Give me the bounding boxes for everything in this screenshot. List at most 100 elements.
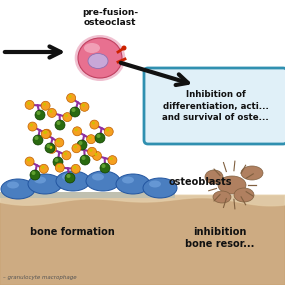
Ellipse shape: [88, 54, 108, 68]
Ellipse shape: [1, 179, 35, 199]
Circle shape: [104, 127, 113, 136]
Ellipse shape: [62, 174, 74, 180]
Circle shape: [65, 114, 68, 117]
Circle shape: [56, 121, 60, 125]
Circle shape: [41, 130, 50, 139]
Circle shape: [57, 140, 60, 142]
Circle shape: [63, 113, 72, 122]
Circle shape: [39, 164, 48, 173]
Circle shape: [27, 158, 30, 162]
Circle shape: [82, 156, 86, 160]
Circle shape: [25, 157, 34, 166]
Ellipse shape: [234, 188, 254, 202]
Circle shape: [36, 111, 40, 115]
Circle shape: [43, 103, 46, 106]
Circle shape: [45, 143, 55, 153]
FancyBboxPatch shape: [144, 68, 285, 144]
Circle shape: [30, 124, 33, 127]
Circle shape: [30, 170, 40, 180]
Circle shape: [108, 156, 117, 165]
Circle shape: [67, 93, 76, 103]
Circle shape: [65, 173, 75, 183]
Circle shape: [49, 110, 52, 113]
Bar: [0, 195, 285, 285]
Circle shape: [55, 120, 65, 130]
Ellipse shape: [28, 174, 62, 194]
Circle shape: [69, 95, 72, 98]
Text: – granulocyte macrophage: – granulocyte macrophage: [3, 275, 77, 280]
Circle shape: [62, 151, 71, 160]
Text: bone formation: bone formation: [30, 227, 115, 237]
Circle shape: [66, 174, 70, 178]
Text: Inhibition of
differentiation, acti...
and survival of oste...: Inhibition of differentiation, acti... a…: [162, 90, 269, 122]
Ellipse shape: [205, 170, 223, 184]
Circle shape: [43, 131, 46, 134]
Circle shape: [54, 158, 58, 162]
Circle shape: [80, 102, 89, 111]
Circle shape: [64, 152, 67, 155]
Circle shape: [28, 122, 37, 131]
Circle shape: [72, 108, 76, 112]
Circle shape: [72, 144, 81, 153]
Circle shape: [121, 46, 127, 50]
Ellipse shape: [149, 180, 161, 188]
Ellipse shape: [213, 191, 231, 203]
Circle shape: [55, 138, 64, 147]
Circle shape: [73, 127, 82, 136]
Circle shape: [97, 134, 101, 138]
Circle shape: [47, 144, 56, 153]
Circle shape: [77, 140, 87, 150]
Circle shape: [93, 151, 101, 160]
Circle shape: [33, 135, 43, 145]
Circle shape: [95, 133, 105, 143]
Circle shape: [34, 136, 38, 140]
Circle shape: [35, 110, 45, 120]
Ellipse shape: [78, 38, 122, 78]
Circle shape: [82, 104, 85, 107]
Circle shape: [75, 128, 78, 131]
Ellipse shape: [116, 174, 150, 194]
Circle shape: [46, 144, 50, 148]
Circle shape: [55, 163, 64, 172]
Circle shape: [25, 100, 34, 109]
Circle shape: [44, 131, 47, 134]
Circle shape: [110, 157, 113, 160]
Ellipse shape: [84, 43, 100, 53]
Circle shape: [90, 120, 99, 129]
Bar: [0, 192, 175, 198]
Text: inhibition
bone resor...: inhibition bone resor...: [185, 227, 255, 249]
Circle shape: [27, 102, 30, 105]
Circle shape: [41, 101, 50, 110]
Ellipse shape: [86, 171, 120, 191]
Circle shape: [95, 153, 97, 156]
Ellipse shape: [122, 176, 134, 184]
Circle shape: [41, 166, 44, 169]
Ellipse shape: [143, 178, 177, 198]
Circle shape: [89, 136, 91, 139]
Circle shape: [78, 141, 82, 145]
Circle shape: [42, 129, 51, 138]
Ellipse shape: [56, 171, 90, 191]
Circle shape: [74, 145, 77, 148]
Circle shape: [32, 171, 36, 175]
Ellipse shape: [75, 35, 125, 81]
Circle shape: [101, 164, 105, 168]
Circle shape: [71, 164, 80, 173]
Ellipse shape: [34, 176, 46, 184]
Circle shape: [47, 108, 56, 117]
Circle shape: [53, 157, 63, 167]
Ellipse shape: [241, 166, 263, 180]
Circle shape: [92, 122, 95, 125]
Circle shape: [87, 147, 97, 156]
Circle shape: [80, 155, 90, 165]
Ellipse shape: [7, 182, 19, 188]
Circle shape: [89, 149, 93, 152]
Circle shape: [100, 163, 110, 173]
Circle shape: [73, 166, 76, 169]
Circle shape: [87, 135, 95, 144]
Circle shape: [49, 146, 52, 149]
Ellipse shape: [92, 174, 104, 180]
Circle shape: [57, 165, 60, 168]
Circle shape: [106, 129, 109, 132]
Ellipse shape: [218, 176, 246, 194]
